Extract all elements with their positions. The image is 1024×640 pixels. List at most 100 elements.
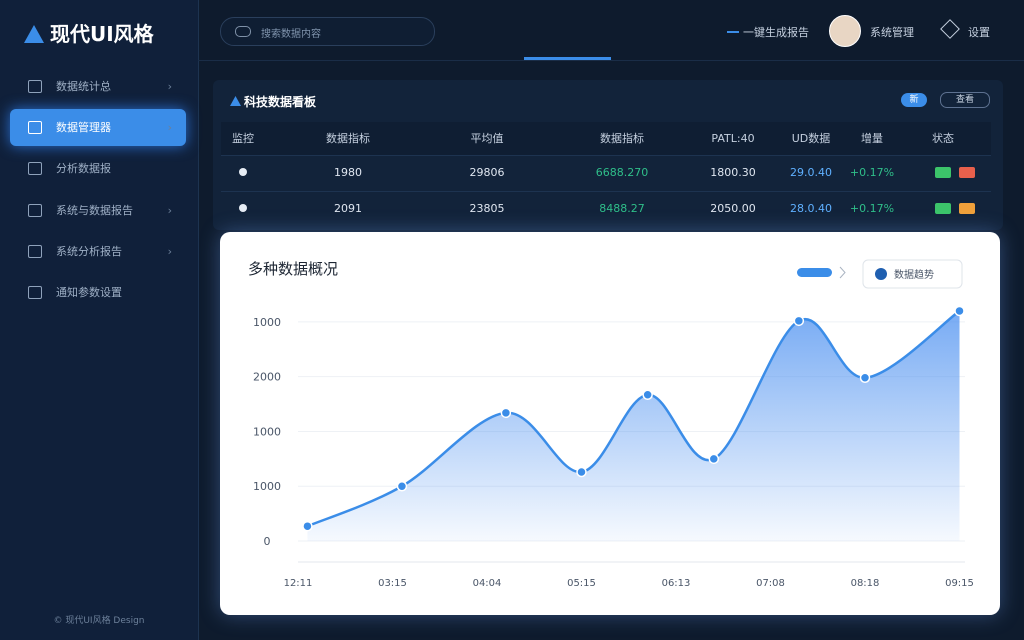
area-fill <box>307 310 960 541</box>
column-header: 状态 <box>932 132 954 145</box>
settings-text: 设置 <box>968 26 990 39</box>
x-tick-label: 08:18 <box>851 578 880 589</box>
nav-chevron: › <box>167 245 172 258</box>
nav-text: 通知参数设置 <box>56 286 122 299</box>
data-point <box>642 389 653 401</box>
data-point <box>954 305 965 317</box>
line <box>306 309 961 528</box>
brand-text: 现代UI风格 <box>50 22 154 46</box>
legend-button[interactable] <box>862 259 963 289</box>
legend-text: 数据趋势 <box>894 268 934 281</box>
cell: 8488.27 <box>599 202 645 215</box>
column-header: 增量 <box>861 132 883 145</box>
status-badge[interactable] <box>959 167 975 178</box>
tab-indicator <box>524 57 611 60</box>
avatar[interactable] <box>829 15 861 47</box>
cell: 1980 <box>334 166 362 179</box>
nav-icon <box>28 245 42 258</box>
cell: 29806 <box>469 166 505 179</box>
nav-text: 系统分析报告 <box>56 245 122 258</box>
legend-chevron <box>839 266 846 279</box>
settings-icon[interactable] <box>940 19 960 39</box>
data-point <box>500 407 512 419</box>
nav-item[interactable]: 系统分析报告 › <box>10 233 186 270</box>
row-divider <box>221 155 991 156</box>
nav-chevron: › <box>167 204 172 217</box>
table-button[interactable]: 新 <box>901 93 927 107</box>
status-badge[interactable] <box>935 167 951 178</box>
nav-icon <box>28 162 42 175</box>
column-header: 监控 <box>232 132 254 145</box>
table-title-text: 科技数据看板 <box>244 95 317 109</box>
cell: 28.0.40 <box>790 202 832 215</box>
column-header: 数据指标 <box>326 132 370 145</box>
status-badge[interactable] <box>935 203 951 214</box>
x-tick-label: 09:15 <box>945 578 974 589</box>
legend-icon <box>875 268 887 280</box>
x-tick-label: 03:15 <box>378 578 407 589</box>
nav-text: 系统与数据报告 <box>56 204 133 217</box>
chart-card: 多种数据概况 数据趋势 0 1000 1000 2000 1000 12:11 03:15 0… <box>220 232 1000 615</box>
x-tick-label: 12:11 <box>284 578 313 589</box>
row-dot[interactable] <box>239 204 247 212</box>
search-text: 搜索数据内容 <box>261 29 321 40</box>
data-point <box>302 520 313 532</box>
x-tick-label: 07:08 <box>756 578 785 589</box>
nav-icon <box>28 204 42 217</box>
cell: 2091 <box>334 202 362 215</box>
nav-icon <box>28 121 42 134</box>
status-badge[interactable] <box>959 203 975 214</box>
table-panel: 科技数据看板 新 查看 监控 数据指标 平均值 数据指标 PATL:40 UD数据 增量 状态… <box>213 80 1003 230</box>
cell: 29.0.40 <box>790 166 832 179</box>
column-header: 平均值 <box>470 132 504 145</box>
chart: 多种数据概况 数据趋势 0 1000 1000 2000 1000 12:11 03:15 0… <box>248 259 974 589</box>
y-tick-label: 0 <box>264 535 271 548</box>
report-text: 一键生成报告 <box>743 26 809 39</box>
nav-item[interactable]: 数据管理器 › <box>10 109 186 146</box>
nav-icon <box>28 286 42 299</box>
row-divider <box>221 191 991 192</box>
x-tick-label: 05:15 <box>567 578 596 589</box>
y-tick-label: 1000 <box>253 425 281 438</box>
x-tick-label: 06:13 <box>662 578 691 589</box>
table-button[interactable]: 查看 <box>940 92 990 108</box>
nav-text: 分析数据报 <box>56 162 111 175</box>
nav-item[interactable]: 通知参数设置 <box>10 274 186 311</box>
brand: 现代UI风格 <box>24 18 154 47</box>
x-tick-label: 04:04 <box>473 578 502 589</box>
sidebar: 现代UI风格 © 现代UI风格 Design 数据统计总 › 数据管理器 › 分析数据报… <box>0 0 199 640</box>
y-tick-label: 1000 <box>253 316 281 329</box>
nav-icon <box>28 80 42 93</box>
table-header <box>221 122 991 155</box>
data-point <box>396 480 408 492</box>
search-icon <box>235 26 251 37</box>
chart-title: 多种数据概况 <box>248 260 338 278</box>
cell: 6688.270 <box>595 166 649 179</box>
nav-chevron: › <box>167 121 172 134</box>
cell: 1800.30 <box>710 166 756 179</box>
user-name: 系统管理 <box>870 26 914 39</box>
column-header: PATL:40 <box>711 132 755 145</box>
data-point <box>793 315 805 327</box>
topbar: 搜索数据内容 一键生成报告 系统管理 设置 <box>198 0 1024 61</box>
search-box[interactable]: 搜索数据内容 <box>220 17 435 46</box>
cell: +0.17% <box>849 202 895 215</box>
table-title: 科技数据看板 <box>230 93 316 110</box>
report-link[interactable]: 一键生成报告 <box>727 24 809 40</box>
footer: © 现代UI风格 Design <box>53 616 145 626</box>
column-header: UD数据 <box>791 132 831 145</box>
cell: +0.17% <box>849 166 895 179</box>
data-point <box>576 466 587 478</box>
data-point <box>708 453 720 465</box>
legend-swatch <box>797 268 832 277</box>
nav-item[interactable]: 数据统计总 › <box>10 68 186 105</box>
brand-icon <box>24 25 44 43</box>
y-tick-label: 2000 <box>253 371 281 384</box>
nav-item[interactable]: 分析数据报 <box>10 150 186 187</box>
cell: 2050.00 <box>710 202 756 215</box>
row-dot[interactable] <box>239 168 247 176</box>
nav-text: 数据统计总 <box>56 80 111 93</box>
nav-item[interactable]: 系统与数据报告 › <box>10 192 186 229</box>
nav-text: 数据管理器 <box>56 121 111 134</box>
